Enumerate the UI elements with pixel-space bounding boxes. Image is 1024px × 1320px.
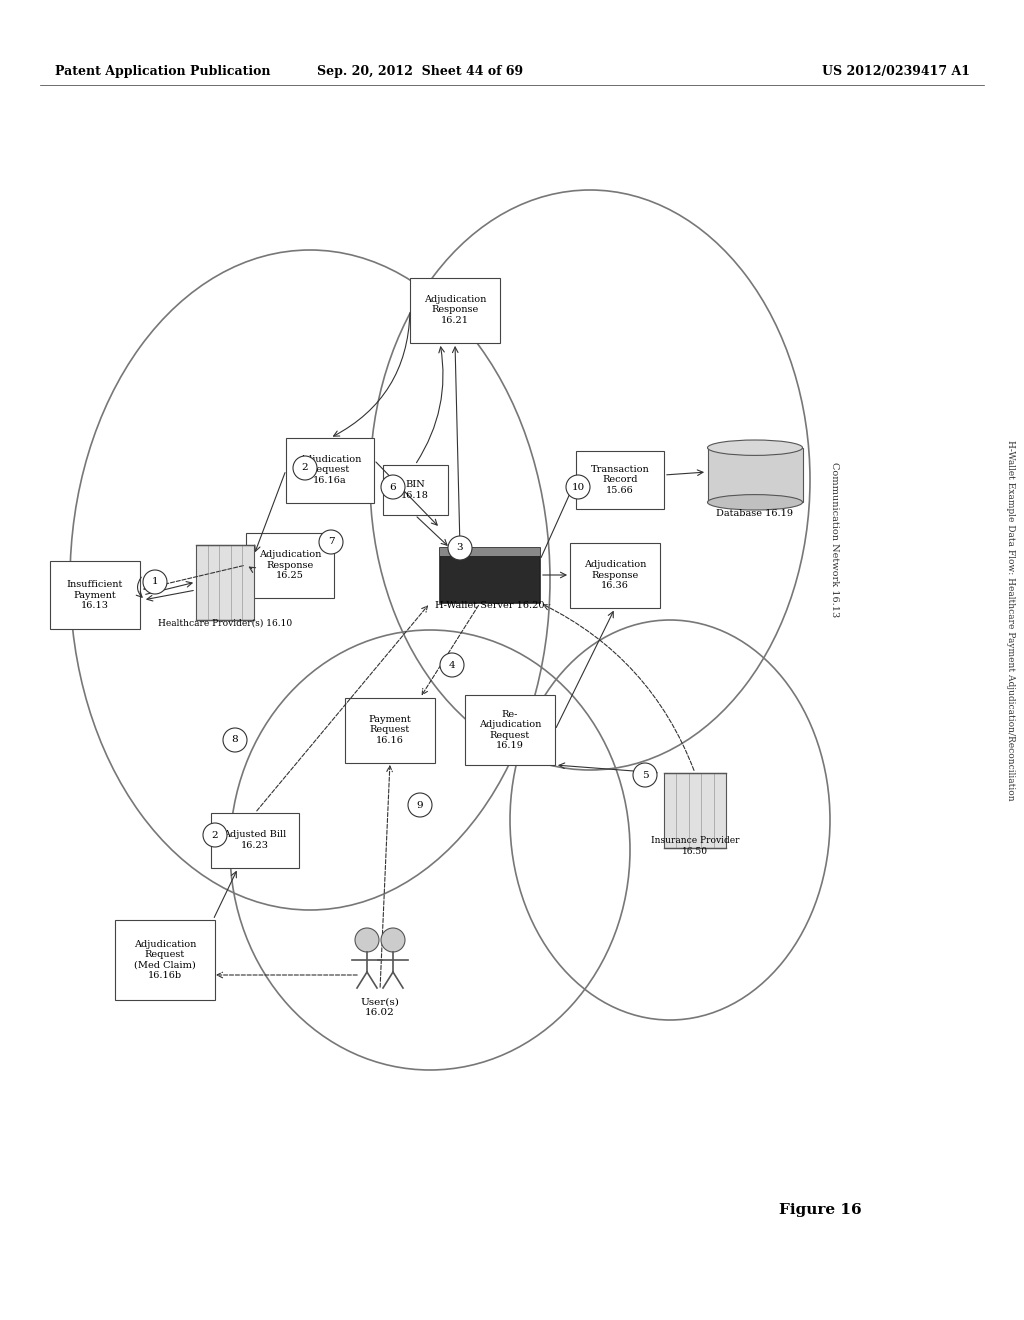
Text: Patent Application Publication: Patent Application Publication — [55, 66, 270, 78]
Bar — [196, 544, 254, 619]
Circle shape — [633, 763, 657, 787]
Circle shape — [203, 822, 227, 847]
Bar — [440, 548, 540, 602]
Text: H-Wallet Example Data Flow: Healthcare Payment Adjudication/Reconciliation: H-Wallet Example Data Flow: Healthcare P… — [1006, 440, 1015, 800]
Text: Insufficient
Payment
16.13: Insufficient Payment 16.13 — [67, 579, 123, 610]
Text: 3: 3 — [457, 544, 463, 553]
Bar — [286, 437, 374, 503]
Bar — [50, 561, 140, 630]
Ellipse shape — [708, 440, 803, 455]
Text: 9: 9 — [417, 800, 423, 809]
Text: 6: 6 — [390, 483, 396, 491]
Text: US 2012/0239417 A1: US 2012/0239417 A1 — [822, 66, 970, 78]
Text: H-Wallet Server 16.20: H-Wallet Server 16.20 — [435, 602, 545, 610]
Circle shape — [319, 531, 343, 554]
Text: Payment
Request
16.16: Payment Request 16.16 — [369, 715, 412, 744]
Text: 2: 2 — [302, 463, 308, 473]
Text: Figure 16: Figure 16 — [778, 1203, 861, 1217]
Circle shape — [293, 455, 317, 480]
Text: Adjudication
Request
16.16a: Adjudication Request 16.16a — [299, 455, 361, 484]
Bar — [465, 696, 555, 766]
Bar — [345, 697, 435, 763]
Bar — [211, 813, 299, 867]
Bar — [383, 465, 447, 515]
Text: Adjudication
Response
16.36: Adjudication Response 16.36 — [584, 560, 646, 590]
Text: Sep. 20, 2012  Sheet 44 of 69: Sep. 20, 2012 Sheet 44 of 69 — [317, 66, 523, 78]
Ellipse shape — [708, 495, 803, 510]
Circle shape — [223, 729, 247, 752]
Text: 10: 10 — [571, 483, 585, 491]
Text: Communication Network 16.13: Communication Network 16.13 — [830, 462, 839, 618]
Circle shape — [355, 928, 379, 952]
Bar — [440, 548, 540, 556]
Text: Healthcare Provider(s) 16.10: Healthcare Provider(s) 16.10 — [158, 619, 292, 627]
Circle shape — [440, 653, 464, 677]
Text: Adjudication
Response
16.25: Adjudication Response 16.25 — [259, 550, 322, 579]
Text: Adjudication
Request
(Med Claim)
16.16b: Adjudication Request (Med Claim) 16.16b — [134, 940, 197, 979]
Text: Adjudication
Response
16.21: Adjudication Response 16.21 — [424, 296, 486, 325]
Bar — [570, 543, 660, 607]
Text: Insurance Provider
16.50: Insurance Provider 16.50 — [650, 836, 739, 855]
Bar — [410, 277, 500, 342]
Text: Database 16.19: Database 16.19 — [717, 510, 794, 517]
Circle shape — [381, 475, 406, 499]
Bar — [246, 532, 334, 598]
Text: 1: 1 — [152, 578, 159, 586]
Bar — [575, 451, 664, 510]
Text: 8: 8 — [231, 735, 239, 744]
Circle shape — [408, 793, 432, 817]
Bar — [664, 772, 726, 847]
Circle shape — [143, 570, 167, 594]
Text: Re-
Adjudication
Request
16.19: Re- Adjudication Request 16.19 — [479, 710, 542, 750]
Text: 2: 2 — [212, 830, 218, 840]
Text: 7: 7 — [328, 537, 334, 546]
Text: 4: 4 — [449, 660, 456, 669]
Text: BIN
16.18: BIN 16.18 — [401, 480, 429, 500]
Bar — [708, 447, 803, 503]
Text: 5: 5 — [642, 771, 648, 780]
Bar — [115, 920, 215, 1001]
Text: User(s)
16.02: User(s) 16.02 — [360, 998, 399, 1018]
Circle shape — [381, 928, 406, 952]
Text: Transaction
Record
15.66: Transaction Record 15.66 — [591, 465, 649, 495]
Circle shape — [449, 536, 472, 560]
Text: Adjusted Bill
16.23: Adjusted Bill 16.23 — [223, 830, 287, 850]
Circle shape — [566, 475, 590, 499]
